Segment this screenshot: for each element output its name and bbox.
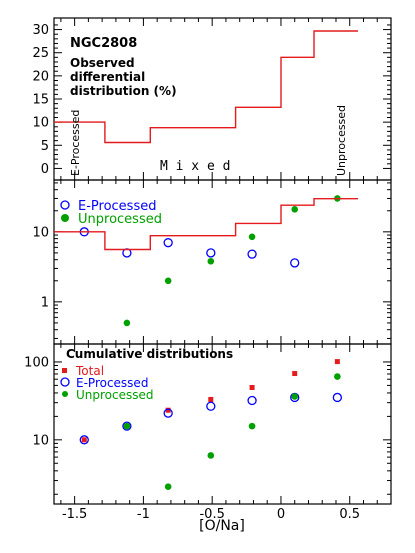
region-label-e-processed: E-Processed xyxy=(69,110,82,176)
y-tick-label: 10 xyxy=(32,433,49,448)
point-total xyxy=(334,359,340,365)
point-unprocessed xyxy=(334,373,341,380)
panel-bottom-frame xyxy=(53,343,392,505)
y-tick-label: 100 xyxy=(24,355,49,370)
x-tick-label: -1 xyxy=(137,507,150,522)
point-unprocessed xyxy=(248,422,256,430)
x-tick-label: -1.5 xyxy=(62,507,87,522)
point-e-processed xyxy=(332,392,343,403)
point-unprocessed xyxy=(123,319,131,327)
legend-label-e-processed-cum: E-Processed xyxy=(76,376,148,390)
legend-label-unprocessed: Unprocessed xyxy=(78,212,162,227)
point-unprocessed xyxy=(291,393,299,400)
point-e-processed xyxy=(247,249,257,259)
point-total xyxy=(165,407,171,413)
legend-label-e-processed: E-Processed xyxy=(78,199,156,214)
point-e-processed xyxy=(290,258,300,268)
point-total xyxy=(208,396,214,402)
panel-middle: 1 10 E-Processed Unprocessed xyxy=(32,179,392,345)
point-e-processed xyxy=(247,395,257,406)
description-line-2: differential xyxy=(70,70,145,84)
point-e-processed xyxy=(79,435,89,445)
legend-marker-unprocessed-cum xyxy=(62,391,68,397)
x-tick-label: -0.5 xyxy=(199,507,224,522)
point-e-processed xyxy=(206,248,216,258)
y-tick-label: 1 xyxy=(41,295,49,310)
chart-title-cumulative: Cumulative distributions xyxy=(66,347,233,361)
y-tick-label: 20 xyxy=(32,69,49,84)
legend-marker-unprocessed xyxy=(61,214,69,222)
legend-label-unprocessed-cum: Unprocessed xyxy=(76,388,154,402)
point-unprocessed xyxy=(291,205,299,213)
point-e-processed xyxy=(206,401,216,411)
description-line-3: distribution (%) xyxy=(70,84,177,98)
y-tick-label: 15 xyxy=(32,93,49,108)
panel-top: 0 5 10 15 20 25 30 NGC2808 Observed differenti… xyxy=(32,17,392,181)
point-total xyxy=(81,437,87,443)
point-e-processed xyxy=(163,408,173,418)
point-e-processed xyxy=(122,421,132,431)
point-total xyxy=(292,371,298,377)
point-unprocessed xyxy=(248,233,256,241)
y-tick-label: 0 xyxy=(41,162,49,177)
point-unprocessed xyxy=(207,452,215,459)
y-tick-label: 5 xyxy=(41,139,49,154)
y-tick-label: 10 xyxy=(32,116,49,131)
y-tick-label: 30 xyxy=(32,23,49,38)
y-tick-label: 25 xyxy=(32,46,49,61)
legend-marker-total xyxy=(62,368,67,373)
legend-label-total: Total xyxy=(75,364,104,378)
region-label-unprocessed: Unprocessed xyxy=(335,105,348,176)
point-unprocessed xyxy=(164,277,172,285)
y-tick-label: 10 xyxy=(32,225,49,240)
x-tick-label: 0.5 xyxy=(339,507,360,522)
step-line xyxy=(54,198,358,251)
x-axis: -1.5 -1 -0.5 0 0.5 xyxy=(62,507,360,522)
legend-marker-e-processed xyxy=(60,200,70,210)
object-name: NGC2808 xyxy=(70,36,137,51)
point-total xyxy=(249,384,255,390)
point-e-processed xyxy=(163,238,173,248)
point-unprocessed xyxy=(207,257,215,265)
region-label-mixed: M i x e d xyxy=(160,159,230,174)
step-line xyxy=(54,30,358,144)
point-unprocessed xyxy=(123,422,131,430)
point-unprocessed xyxy=(164,483,172,491)
panel-bottom: 10 100 Cumulative distributions Total E-P… xyxy=(24,343,392,505)
x-tick-label: 0 xyxy=(277,507,285,522)
x-axis-label: [O/Na] xyxy=(199,518,245,534)
legend-marker-e-processed-cum xyxy=(60,377,70,387)
description-line-1: Observed xyxy=(70,56,135,70)
